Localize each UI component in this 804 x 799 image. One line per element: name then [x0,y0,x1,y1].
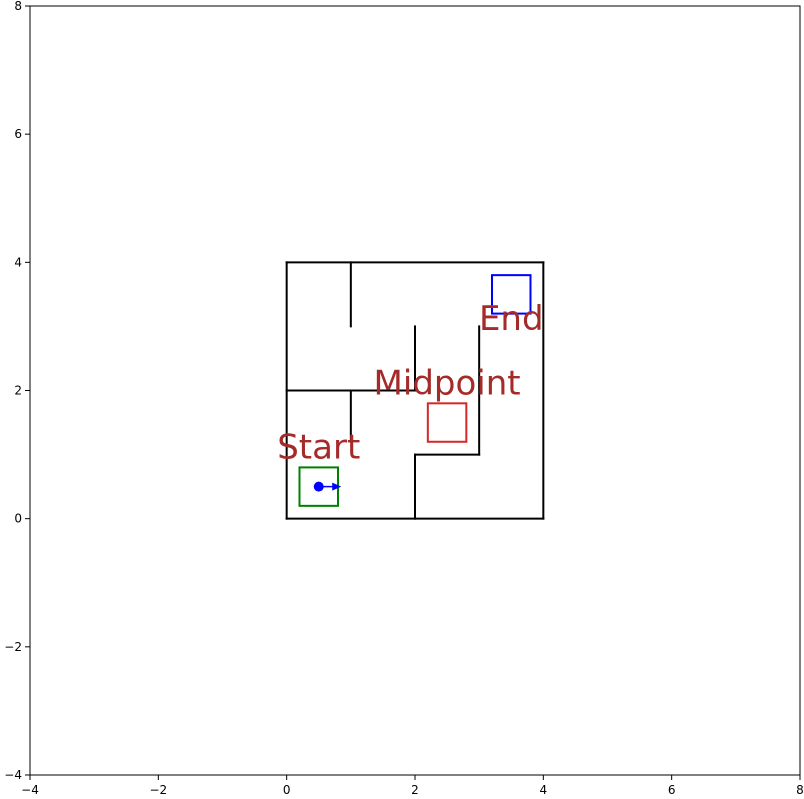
end-box [491,274,532,315]
plot-frame [29,5,801,776]
x-tick-label: −4 [21,783,39,797]
agent [313,481,342,492]
x-tick-label: 6 [668,783,676,797]
x-tick-label: 8 [796,783,804,797]
start-label: Start [277,427,360,467]
y-tick-label: 2 [14,384,22,398]
y-tick-label: −2 [4,640,22,654]
x-tick-label: 0 [283,783,291,797]
midpoint-box [426,402,468,443]
y-tick-label: 0 [14,512,22,526]
maze-walls [285,261,545,520]
axis-ticks: −4 −2 0 2 4 6 8 −4 −2 0 2 4 6 8 [4,0,804,797]
x-tick-label: 4 [540,783,548,797]
x-tick-label: −2 [149,783,167,797]
y-tick-label: 8 [14,0,22,13]
agent-heading-arrowhead [332,482,342,491]
y-tick-label: 6 [14,127,22,141]
annotations: Start Midpoint End [277,299,543,467]
agent-position-marker [313,481,324,492]
midpoint-label: Midpoint [374,363,521,403]
y-tick-label: −4 [4,768,22,782]
end-label: End [479,299,544,339]
x-tick-label: 2 [411,783,419,797]
y-tick-label: 4 [14,255,22,269]
